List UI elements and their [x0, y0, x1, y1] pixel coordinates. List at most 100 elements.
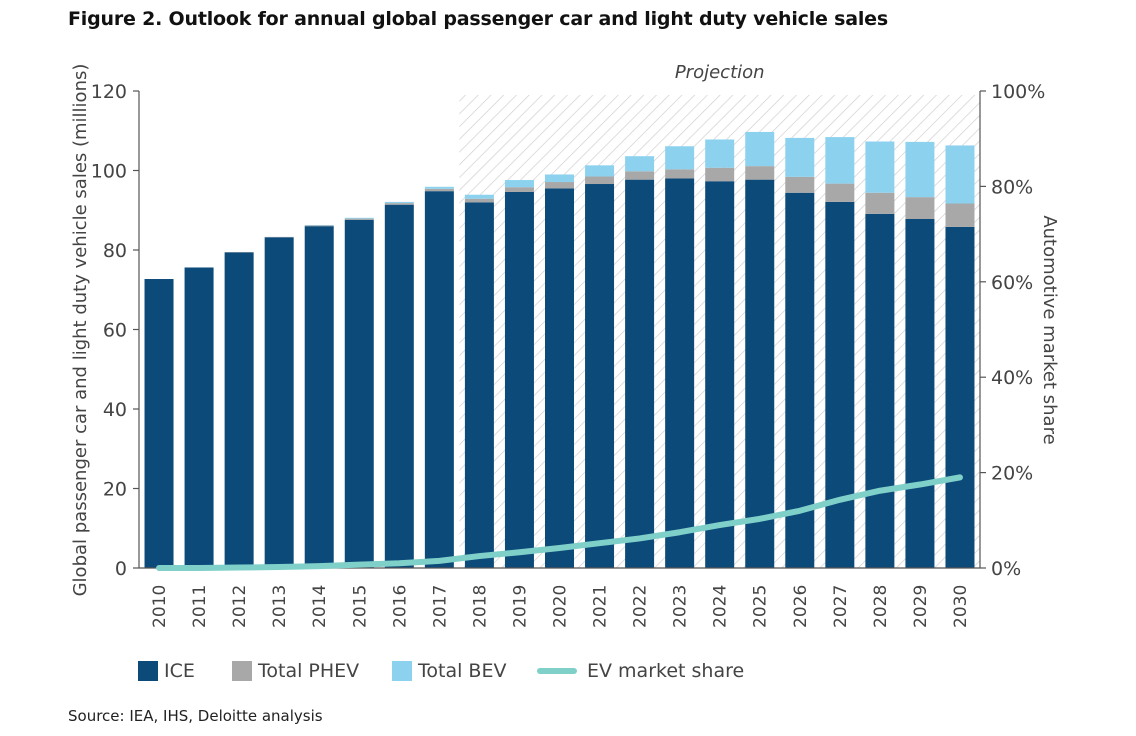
- ev-share-point: [276, 564, 282, 570]
- bev-swatch: [392, 661, 412, 681]
- ev-share-point: [316, 563, 322, 569]
- x-tick-label: 2027: [831, 585, 851, 628]
- x-tick-label: 2024: [711, 585, 731, 628]
- ev-share-point: [557, 545, 562, 551]
- bar-phev: [945, 203, 975, 227]
- x-tick-label: 2014: [310, 585, 330, 628]
- bar-phev: [665, 169, 695, 179]
- legend-label-ev-share: EV market share: [587, 660, 745, 682]
- bar-bev: [705, 139, 735, 168]
- x-tick-label: 2020: [551, 585, 571, 628]
- x-tick-label: 2026: [791, 585, 811, 628]
- figure-title: Figure 2. Outlook for annual global pass…: [68, 8, 888, 30]
- bar-bev: [585, 165, 615, 177]
- y2-axis-title: Automotive market share: [1039, 215, 1060, 444]
- y-tick-label: 80: [103, 240, 127, 262]
- bar-ice: [144, 279, 174, 568]
- y-tick-label: 100: [91, 161, 127, 183]
- legend-item-bev: Total BEV: [392, 660, 506, 682]
- bar-bev: [545, 174, 574, 183]
- legend-label-bev: Total BEV: [418, 660, 507, 682]
- x-tick-label: 2012: [230, 585, 250, 628]
- ev-share-point: [877, 488, 883, 494]
- ev-share-point: [156, 565, 162, 571]
- y2-tick-label: 100%: [991, 81, 1045, 103]
- bar-bev: [825, 137, 855, 184]
- bar-ice: [545, 188, 574, 568]
- legend-item-phev: Total PHEV: [232, 660, 359, 682]
- bar-bev: [424, 186, 454, 189]
- bar-phev: [464, 198, 494, 203]
- bar-bev: [625, 156, 655, 172]
- bar-ice: [825, 201, 855, 568]
- ev-share-point: [717, 522, 723, 528]
- ev-share-point: [677, 529, 683, 535]
- bar-bev: [384, 201, 414, 204]
- y-tick-label: 0: [115, 558, 127, 580]
- bar-bev: [865, 141, 895, 193]
- x-tick-label: 2011: [190, 585, 210, 628]
- x-tick-label: 2022: [631, 585, 651, 628]
- bar-phev: [785, 176, 815, 193]
- bar-bev: [945, 145, 975, 204]
- y2-tick-label: 80%: [991, 176, 1033, 198]
- bar-phev: [304, 225, 334, 227]
- bar-ice: [504, 191, 534, 568]
- bar-ice: [264, 237, 294, 568]
- y2-tick-label: 20%: [991, 463, 1033, 485]
- ev-share-point: [757, 516, 763, 522]
- bar-ice: [184, 267, 214, 568]
- legend-label-phev: Total PHEV: [258, 660, 360, 682]
- legend-label-ice: ICE: [164, 660, 195, 682]
- bar-bev: [665, 146, 695, 170]
- bar-phev: [545, 182, 574, 189]
- bar-ice: [424, 191, 454, 569]
- bar-phev: [865, 192, 895, 214]
- bar-ice: [625, 179, 655, 568]
- y-tick-label: 60: [103, 320, 127, 342]
- projection-label: Projection: [675, 62, 765, 83]
- bar-ice: [865, 213, 895, 568]
- bar-ice: [304, 226, 334, 568]
- x-tick-label: 2019: [510, 585, 530, 628]
- bar-phev: [424, 188, 454, 192]
- x-tick-label: 2021: [591, 585, 611, 628]
- x-tick-label: 2010: [150, 585, 170, 628]
- y-axis-title: Global passenger car and light duty vehi…: [70, 64, 91, 597]
- ev-share-swatch: [537, 668, 577, 674]
- y2-tick-label: 0%: [991, 558, 1021, 580]
- bar-phev: [585, 176, 615, 185]
- ev-share-point: [597, 540, 603, 546]
- x-tick-label: 2017: [430, 585, 450, 628]
- ev-share-point: [957, 474, 963, 480]
- ev-share-point: [236, 565, 242, 571]
- y-tick-label: 40: [103, 399, 127, 421]
- ev-share-point: [436, 558, 442, 564]
- bar-ice: [945, 226, 975, 568]
- bar-phev: [705, 167, 735, 182]
- bar-ice: [384, 204, 414, 568]
- ice-swatch: [138, 661, 158, 681]
- x-tick-label: 2030: [951, 585, 971, 628]
- bar-bev: [344, 217, 374, 219]
- bar-bev: [905, 141, 935, 198]
- x-tick-label: 2018: [470, 585, 490, 628]
- ev-share-point: [396, 560, 402, 566]
- bar-ice: [224, 252, 254, 568]
- bar-phev: [384, 203, 414, 205]
- x-tick-label: 2029: [911, 585, 931, 628]
- legend-item-ice: ICE: [138, 660, 195, 682]
- bar-phev: [344, 218, 374, 220]
- bar-ice: [464, 202, 494, 569]
- bar-ice: [585, 184, 615, 568]
- x-tick-label: 2025: [751, 585, 771, 628]
- phev-swatch: [232, 661, 252, 681]
- bar-ice: [705, 181, 735, 569]
- legend-item-ev-share: EV market share: [537, 660, 744, 682]
- x-tick-label: 2028: [871, 585, 891, 628]
- stacked-bar-chart: Projection 2010 2011 2012 2013 2014 2015 2016 20…: [70, 62, 1060, 628]
- x-tick-label: 2013: [270, 585, 290, 628]
- bar-bev: [745, 131, 775, 167]
- ev-share-point: [476, 553, 482, 559]
- bar-phev: [905, 197, 935, 219]
